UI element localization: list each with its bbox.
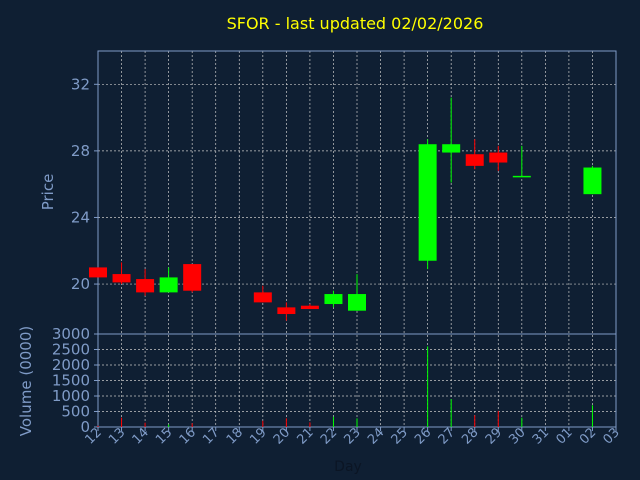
x-tick-label: 26 [412, 425, 434, 447]
price-tick-label: 20 [71, 275, 90, 293]
candle-22 [324, 290, 343, 308]
candle-26 [418, 139, 437, 270]
price-tick-label: 32 [71, 75, 90, 93]
x-tick-label: 18 [224, 425, 246, 447]
candle-29 [489, 145, 508, 171]
candle-body [253, 292, 272, 303]
volume-tick-label: 2500 [52, 341, 90, 359]
volume-tick-label: 3000 [52, 325, 90, 343]
candle-body [136, 279, 155, 293]
candle-20 [277, 302, 296, 321]
volume-tick-label: 500 [61, 403, 90, 421]
candle-13 [112, 262, 131, 285]
x-tick-label: 16 [177, 425, 199, 447]
x-tick-label: 03 [601, 425, 623, 447]
candle-16 [183, 264, 202, 293]
gridlines [97, 51, 617, 427]
x-tick-label: 17 [200, 425, 222, 447]
candle-15 [159, 267, 178, 293]
volume-tick-label: 1000 [52, 387, 90, 405]
x-tick-label: 15 [153, 425, 175, 447]
price-tick-label: 24 [71, 208, 90, 226]
x-tick-label: 23 [342, 425, 364, 447]
candle-body [583, 167, 602, 195]
x-tick-label: 19 [247, 425, 269, 447]
volume-tick-label: 1500 [52, 372, 90, 390]
x-tick-label: 25 [389, 425, 411, 447]
x-tick-label: 20 [271, 425, 293, 447]
candle-body [277, 307, 296, 315]
price-tick-label: 28 [71, 142, 90, 160]
candle-02 [583, 165, 602, 195]
x-tick-label: 30 [506, 425, 528, 447]
candle-body [418, 144, 437, 261]
candle-28 [465, 139, 484, 170]
chart-title: SFOR - last updated 02/02/2026 [227, 14, 484, 33]
volume-axis-label: Volume (0000) [17, 326, 35, 436]
candle-body [159, 277, 178, 293]
x-tick-label: 21 [294, 425, 316, 447]
candle-body [442, 144, 461, 153]
candle-body [512, 175, 531, 178]
x-tick-label: 14 [130, 425, 152, 447]
x-tick-label: 22 [318, 425, 340, 447]
x-tick-label: 31 [530, 425, 552, 447]
x-tick-label: 02 [577, 425, 599, 447]
x-tick-label: 01 [553, 425, 575, 447]
candle-27 [442, 97, 461, 183]
candle-body [489, 152, 508, 163]
candle-23 [348, 274, 366, 311]
candle-body [324, 294, 343, 305]
candle-14 [136, 269, 155, 296]
x-tick-label: 24 [365, 425, 387, 447]
x-tick-label: 27 [436, 425, 458, 447]
candle-12 [89, 267, 107, 278]
x-tick-label: 28 [459, 425, 481, 447]
volume-tick-label: 2000 [52, 356, 90, 374]
candle-19 [253, 285, 272, 303]
price-axis-label: Price [39, 174, 57, 211]
candle-body [112, 274, 131, 283]
x-tick-label: 13 [106, 425, 128, 447]
candle-body [183, 264, 202, 291]
candle-body [465, 154, 484, 166]
candle-body [348, 294, 366, 311]
x-axis-label: Day [334, 459, 362, 475]
candle-21 [300, 304, 319, 310]
candle-body [300, 305, 319, 310]
volume-tick-label: 0 [80, 418, 90, 436]
x-tick-label: 29 [483, 425, 505, 447]
candle-body [89, 267, 107, 278]
candle-30 [512, 145, 531, 178]
